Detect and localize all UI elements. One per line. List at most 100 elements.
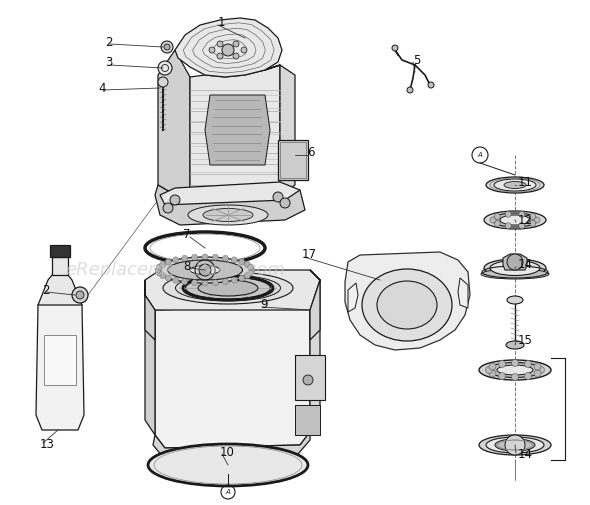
Circle shape xyxy=(489,363,496,370)
Polygon shape xyxy=(36,300,84,430)
Circle shape xyxy=(192,280,198,286)
Polygon shape xyxy=(155,185,305,225)
Polygon shape xyxy=(503,254,527,270)
Circle shape xyxy=(182,279,188,285)
Text: 3: 3 xyxy=(105,57,112,70)
Circle shape xyxy=(231,257,237,263)
Circle shape xyxy=(199,264,211,276)
Circle shape xyxy=(534,370,541,377)
Circle shape xyxy=(160,273,166,279)
Circle shape xyxy=(163,203,173,213)
Polygon shape xyxy=(175,18,282,77)
Polygon shape xyxy=(310,270,320,340)
Polygon shape xyxy=(310,270,320,432)
Ellipse shape xyxy=(504,181,526,188)
Circle shape xyxy=(525,361,532,368)
Ellipse shape xyxy=(487,363,543,378)
Circle shape xyxy=(156,264,162,270)
Circle shape xyxy=(233,41,239,47)
Circle shape xyxy=(494,214,500,220)
Polygon shape xyxy=(145,270,320,310)
Circle shape xyxy=(222,44,234,56)
Ellipse shape xyxy=(484,259,546,277)
Bar xyxy=(44,335,76,385)
Circle shape xyxy=(494,221,500,227)
Circle shape xyxy=(512,360,519,367)
Text: 4: 4 xyxy=(98,81,106,94)
Ellipse shape xyxy=(377,281,437,329)
Ellipse shape xyxy=(507,296,523,304)
Ellipse shape xyxy=(486,177,544,193)
Ellipse shape xyxy=(158,257,253,283)
Polygon shape xyxy=(50,245,70,257)
Text: 9: 9 xyxy=(260,298,267,312)
Circle shape xyxy=(160,262,166,267)
Polygon shape xyxy=(153,432,310,457)
Circle shape xyxy=(490,217,496,223)
Text: 17: 17 xyxy=(302,248,317,262)
Ellipse shape xyxy=(479,360,551,380)
Text: 5: 5 xyxy=(413,54,420,67)
Ellipse shape xyxy=(481,269,549,279)
Ellipse shape xyxy=(175,275,280,301)
Circle shape xyxy=(156,270,162,276)
Circle shape xyxy=(534,363,541,370)
Ellipse shape xyxy=(163,272,293,304)
Ellipse shape xyxy=(185,277,270,299)
Circle shape xyxy=(202,280,208,286)
Polygon shape xyxy=(145,280,155,340)
Circle shape xyxy=(239,275,245,281)
Bar xyxy=(295,405,320,435)
Circle shape xyxy=(505,211,511,217)
Text: 6: 6 xyxy=(307,146,314,160)
Ellipse shape xyxy=(494,179,536,191)
Ellipse shape xyxy=(198,280,258,296)
Circle shape xyxy=(173,257,179,263)
Text: 13: 13 xyxy=(40,438,55,451)
Polygon shape xyxy=(345,252,470,350)
Circle shape xyxy=(428,82,434,88)
Circle shape xyxy=(303,375,313,385)
Circle shape xyxy=(222,279,228,285)
Circle shape xyxy=(486,367,493,374)
Ellipse shape xyxy=(168,260,242,280)
Circle shape xyxy=(525,373,532,380)
Circle shape xyxy=(241,47,247,53)
Ellipse shape xyxy=(148,444,308,486)
Circle shape xyxy=(249,267,255,273)
Bar xyxy=(278,140,308,180)
Ellipse shape xyxy=(497,365,533,375)
Bar xyxy=(295,355,325,400)
Ellipse shape xyxy=(506,341,524,349)
Ellipse shape xyxy=(486,437,544,453)
Circle shape xyxy=(173,277,179,283)
Ellipse shape xyxy=(495,439,535,451)
Circle shape xyxy=(407,87,413,93)
Ellipse shape xyxy=(492,213,538,227)
Circle shape xyxy=(392,45,398,51)
Circle shape xyxy=(537,367,545,374)
Circle shape xyxy=(512,374,519,380)
Polygon shape xyxy=(348,283,358,312)
Ellipse shape xyxy=(190,266,220,275)
Polygon shape xyxy=(155,305,310,448)
Circle shape xyxy=(244,262,250,267)
Text: A: A xyxy=(478,152,483,158)
Polygon shape xyxy=(160,182,300,205)
Circle shape xyxy=(489,370,496,377)
Circle shape xyxy=(519,211,525,217)
Polygon shape xyxy=(145,295,155,435)
Polygon shape xyxy=(190,65,280,200)
Ellipse shape xyxy=(362,269,452,341)
Circle shape xyxy=(165,275,171,281)
Circle shape xyxy=(233,53,239,59)
Circle shape xyxy=(72,287,88,303)
Circle shape xyxy=(244,273,250,279)
Circle shape xyxy=(222,256,228,261)
Circle shape xyxy=(248,264,254,270)
Circle shape xyxy=(507,254,523,270)
Text: 2: 2 xyxy=(105,35,113,48)
Polygon shape xyxy=(458,278,468,308)
Circle shape xyxy=(165,259,171,265)
Circle shape xyxy=(192,255,198,260)
